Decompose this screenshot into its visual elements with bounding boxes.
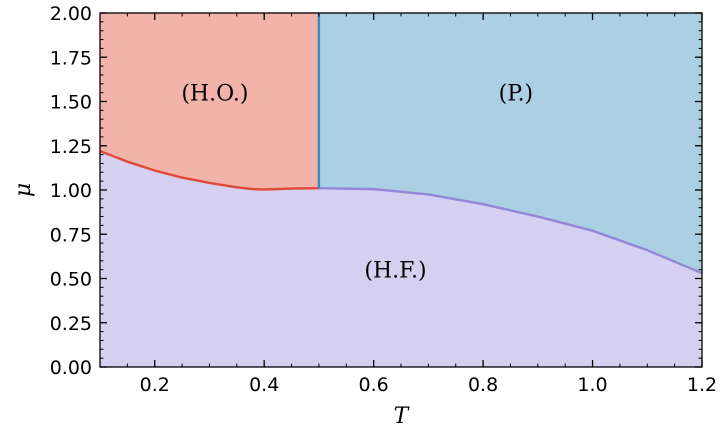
x-tick-label: 1.2 xyxy=(687,374,717,396)
phase-boundaries xyxy=(99,13,703,275)
y-axis-label: μ xyxy=(11,183,36,197)
region-labels: (H.O.) (P.) (H.F.) xyxy=(181,82,533,284)
x-tick-label: 0.6 xyxy=(359,374,389,396)
y-tick-label: 0.25 xyxy=(50,313,92,335)
x-axis-label: T xyxy=(394,404,411,427)
x-axis: 0.2 0.4 0.6 0.8 1.0 1.2 xyxy=(99,13,717,396)
x-tick-label: 0.2 xyxy=(140,374,170,396)
y-tick-label: 0.50 xyxy=(50,269,92,291)
region-label-p: (P.) xyxy=(499,82,534,107)
y-tick-label: 1.75 xyxy=(50,47,92,69)
x-tick-label: 1.0 xyxy=(577,374,607,396)
y-tick-label: 1.00 xyxy=(50,180,92,202)
y-tick-label: 2.00 xyxy=(50,3,92,25)
ho-hf-boundary xyxy=(99,149,319,191)
p-hf-boundary xyxy=(318,187,703,275)
y-tick-label: 1.50 xyxy=(50,92,92,114)
y-tick-label: 0.75 xyxy=(50,224,92,246)
x-tick-label: 0.4 xyxy=(249,374,279,396)
region-ho xyxy=(100,13,319,190)
region-hf xyxy=(100,151,702,367)
y-axis: 0.00 0.25 0.50 0.75 1.00 1.25 1.50 1.75 2.00 xyxy=(50,3,702,379)
y-tick-label: 1.25 xyxy=(50,136,92,158)
region-label-hf: (H.F.) xyxy=(364,259,426,284)
region-label-ho: (H.O.) xyxy=(181,82,248,107)
regions xyxy=(100,13,702,367)
region-p xyxy=(318,13,702,274)
x-tick-label: 0.8 xyxy=(468,374,498,396)
y-tick-label: 0.00 xyxy=(50,357,92,379)
